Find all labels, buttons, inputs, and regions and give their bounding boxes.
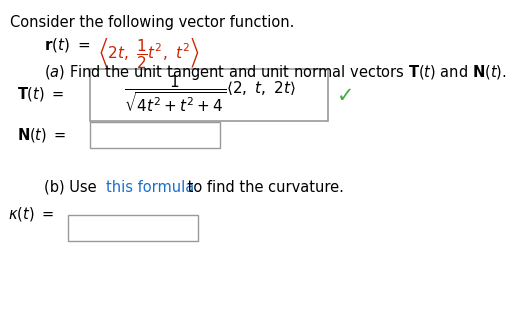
Text: $\mathbf{N}(t)\ =$: $\mathbf{N}(t)\ =$ xyxy=(17,126,67,144)
FancyBboxPatch shape xyxy=(68,215,198,241)
Text: Consider the following vector function.: Consider the following vector function. xyxy=(10,15,294,30)
Text: $\left\langle 2t,\ \dfrac{1}{2}t^2,\ t^2 \right\rangle$: $\left\langle 2t,\ \dfrac{1}{2}t^2,\ t^2… xyxy=(98,36,200,70)
Text: to find the curvature.: to find the curvature. xyxy=(183,180,344,195)
FancyBboxPatch shape xyxy=(90,122,220,148)
Text: (b) Use: (b) Use xyxy=(44,180,101,195)
Text: $\mathbf{T}(t)\ =$: $\mathbf{T}(t)\ =$ xyxy=(17,85,65,103)
FancyBboxPatch shape xyxy=(90,69,328,121)
Text: $(a)$ Find the unit tangent and unit normal vectors $\mathbf{T}(t)$ and $\mathbf: $(a)$ Find the unit tangent and unit nor… xyxy=(44,63,506,82)
Text: this formula: this formula xyxy=(106,180,194,195)
Text: $\checkmark$: $\checkmark$ xyxy=(336,84,352,104)
Text: $\dfrac{1}{\sqrt{4t^2+t^2+4}}\left\langle 2,\ t,\ 2t \right\rangle$: $\dfrac{1}{\sqrt{4t^2+t^2+4}}\left\langl… xyxy=(124,74,296,114)
Text: $\mathbf{r}(t)\ =\ $: $\mathbf{r}(t)\ =\ $ xyxy=(44,36,90,54)
Text: $\kappa(t)\ =$: $\kappa(t)\ =$ xyxy=(8,205,54,223)
